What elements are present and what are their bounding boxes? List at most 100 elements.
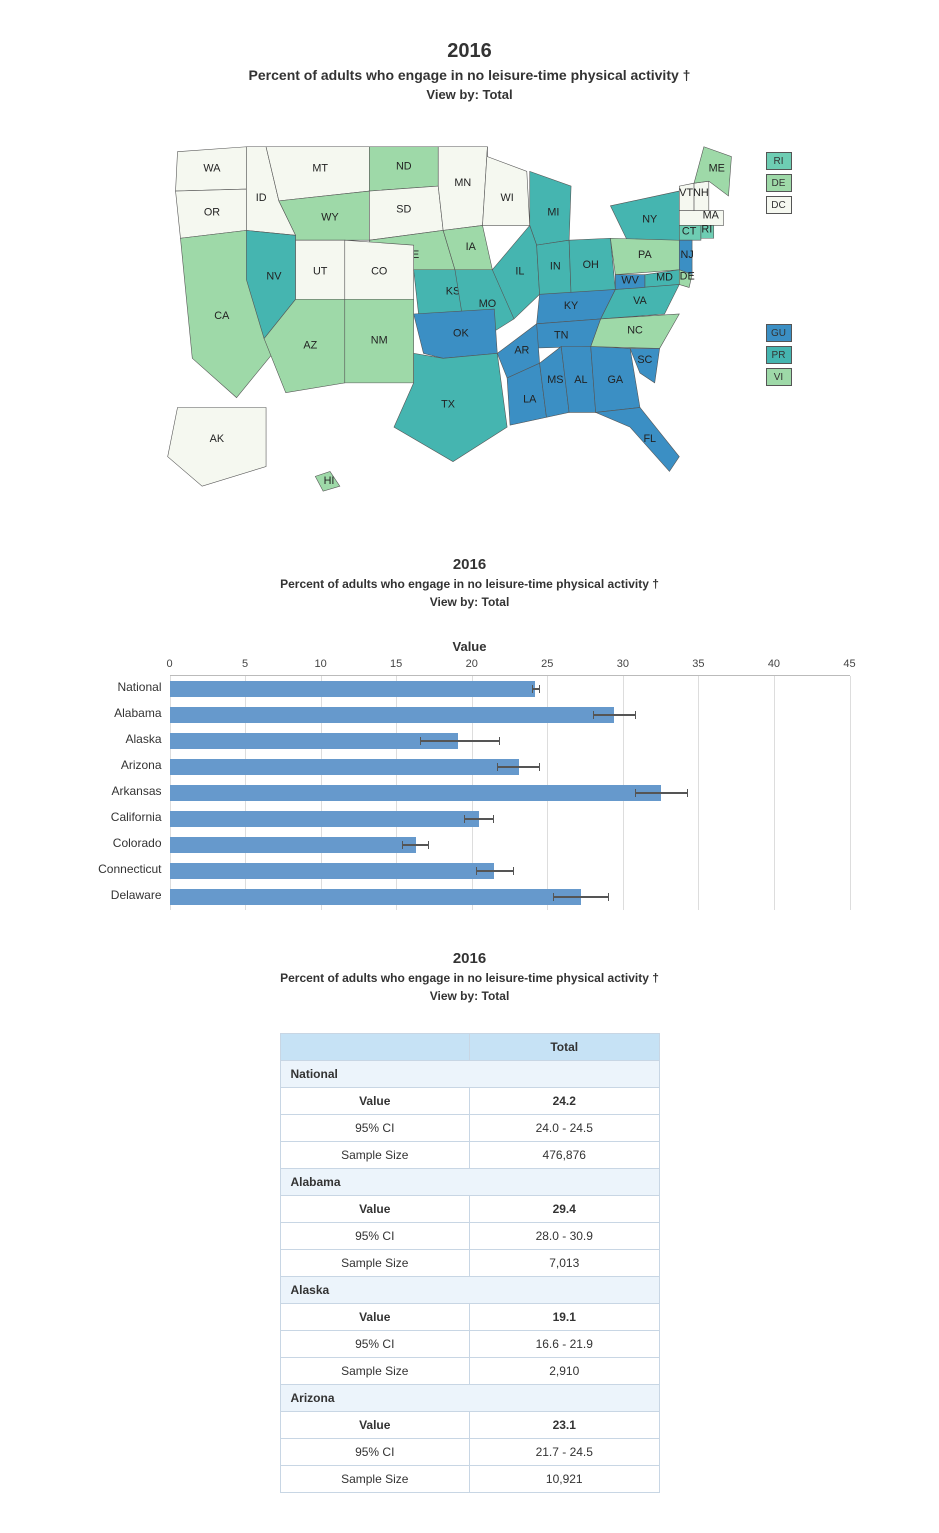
state-label-nh: NH [693,187,709,199]
us-map: WAORIDMTWYNDSDMNWIMINEIAILINOHNYPAVTNHME… [30,132,909,526]
state-label-oh: OH [582,259,598,271]
chart-header: 2016 Percent of adults who engage in no … [30,556,909,609]
state-label-ak: AK [209,433,224,445]
bar[interactable] [170,889,581,905]
state-ak[interactable] [167,407,265,486]
state-label-tx: TX [441,398,455,410]
state-label-wy: WY [321,212,338,224]
table-group: National [280,1060,659,1087]
chart-axis-title: Value [80,639,860,654]
bar[interactable] [170,707,614,723]
state-label-ct: CT [681,225,696,237]
bar[interactable] [170,863,495,879]
bar[interactable] [170,759,519,775]
state-label-ar: AR [514,344,529,356]
state-label-vt: VT [679,187,693,199]
state-label-sd: SD [396,204,411,216]
territory-ri[interactable]: RI [766,152,792,170]
state-label-nm: NM [370,335,387,347]
table-header: 2016 Percent of adults who engage in no … [30,950,909,1003]
bar[interactable] [170,733,459,749]
state-label-mi: MI [547,207,559,219]
state-label-ky: KY [563,300,577,312]
table-group: Alabama [280,1168,659,1195]
territory-pr[interactable]: PR [766,346,792,364]
territory-dc[interactable]: DC [766,196,792,214]
state-label-ma: MA [702,210,719,222]
territory-gu[interactable]: GU [766,324,792,342]
bar[interactable] [170,811,480,827]
state-label-nd: ND [395,160,411,172]
error-bar [402,844,429,846]
bar-row: Arizona [170,754,850,780]
bar-chart: Value 051015202530354045NationalAlabamaA… [80,639,860,910]
table-group: Alaska [280,1276,659,1303]
bar-row: Connecticut [170,858,850,884]
state-label-de: DE [679,271,694,283]
bar-row: National [170,676,850,702]
state-label-sc: SC [637,354,652,366]
map-subtitle: Percent of adults who engage in no leisu… [30,67,909,83]
state-label-nv: NV [266,271,282,283]
bar-row: Alaska [170,728,850,754]
bar[interactable] [170,837,416,853]
territory-legend: RI DE DC GU PR VI [766,132,792,426]
map-header: 2016 Percent of adults who engage in no … [30,40,909,102]
bar-label: Delaware [78,888,162,902]
state-fl[interactable] [595,407,679,471]
error-bar [476,870,514,872]
bar-row: Delaware [170,884,850,910]
state-label-ia: IA [465,241,476,253]
bar[interactable] [170,785,661,801]
error-bar [593,714,637,716]
bar-label: Arkansas [78,784,162,798]
bar-label: Alabama [78,706,162,720]
state-label-al: AL [574,374,587,386]
state-label-ga: GA [607,374,623,386]
state-label-pa: PA [638,249,652,261]
state-label-la: LA [523,394,537,406]
state-label-ca: CA [214,310,230,322]
bar-label: Colorado [78,836,162,850]
bar[interactable] [170,681,536,697]
error-bar [497,766,539,768]
state-label-tn: TN [554,330,568,342]
bar-label: Arizona [78,758,162,772]
state-label-mt: MT [312,162,328,174]
bar-label: Connecticut [78,862,162,876]
territory-de[interactable]: DE [766,174,792,192]
bar-label: National [78,680,162,694]
state-wi[interactable] [482,147,529,226]
state-label-wa: WA [203,162,221,174]
state-label-va: VA [633,295,647,307]
state-label-wi: WI [500,192,513,204]
state-label-in: IN [549,261,560,273]
state-label-nj: NJ [680,249,693,261]
map-year: 2016 [30,40,909,63]
bar-label: Alaska [78,732,162,746]
error-bar [553,896,609,898]
state-label-fl: FL [643,433,656,445]
state-label-hi: HI [323,475,334,487]
state-label-mo: MO [478,298,495,310]
state-label-ut: UT [312,266,327,278]
table-col-header: Total [470,1033,660,1060]
error-bar [532,688,540,690]
map-viewby: View by: Total [30,87,909,102]
state-label-mn: MN [454,177,471,189]
state-label-or: OR [203,207,219,219]
state-label-md: MD [656,272,673,284]
state-label-il: IL [515,266,524,278]
territory-vi[interactable]: VI [766,368,792,386]
state-label-me: ME [708,162,724,174]
state-label-az: AZ [303,339,317,351]
state-label-ri: RI [701,223,712,235]
state-label-ok: OK [453,328,469,340]
state-label-ny: NY [642,214,657,226]
bar-label: California [78,810,162,824]
table-group: Arizona [280,1384,659,1411]
bar-row: Arkansas [170,780,850,806]
bar-row: California [170,806,850,832]
state-label-nc: NC [627,325,643,337]
state-label-id: ID [255,192,266,204]
